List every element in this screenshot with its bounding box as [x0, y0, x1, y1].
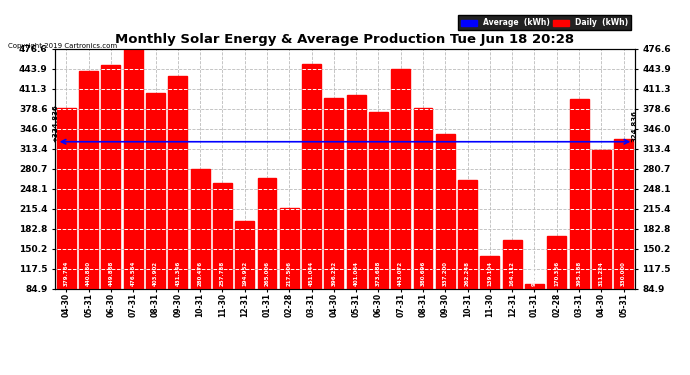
Text: 280.476: 280.476 — [197, 261, 203, 286]
Text: 431.346: 431.346 — [175, 260, 180, 286]
Text: 403.902: 403.902 — [153, 261, 158, 286]
Bar — [124, 49, 143, 289]
Text: 92.564: 92.564 — [532, 264, 537, 286]
Bar — [614, 139, 633, 289]
Text: +324.836: +324.836 — [52, 104, 59, 142]
Bar — [503, 240, 522, 289]
Bar — [436, 134, 455, 289]
Bar — [280, 207, 299, 289]
Bar — [547, 236, 566, 289]
Text: 401.064: 401.064 — [354, 261, 359, 286]
Bar — [592, 150, 611, 289]
Text: 337.200: 337.200 — [443, 261, 448, 286]
Text: 164.112: 164.112 — [510, 261, 515, 286]
Text: 443.072: 443.072 — [398, 261, 403, 286]
Text: 311.224: 311.224 — [599, 261, 604, 286]
Text: 440.850: 440.850 — [86, 261, 91, 286]
Bar — [213, 183, 232, 289]
Text: 257.738: 257.738 — [220, 260, 225, 286]
Text: 379.764: 379.764 — [64, 260, 69, 286]
Bar — [346, 95, 366, 289]
Bar — [168, 76, 187, 289]
Bar — [458, 180, 477, 289]
Title: Monthly Solar Energy & Average Production Tue Jun 18 20:28: Monthly Solar Energy & Average Productio… — [115, 33, 575, 46]
Bar — [190, 169, 210, 289]
Bar — [235, 221, 254, 289]
Text: 449.868: 449.868 — [108, 260, 113, 286]
Text: 265.006: 265.006 — [264, 261, 270, 286]
Bar — [525, 284, 544, 289]
Text: 395.168: 395.168 — [577, 260, 582, 286]
Bar — [570, 99, 589, 289]
Text: 476.554: 476.554 — [130, 260, 136, 286]
Bar — [369, 112, 388, 289]
Text: 170.356: 170.356 — [554, 261, 560, 286]
Text: 451.044: 451.044 — [309, 261, 314, 286]
Bar — [79, 70, 98, 289]
Bar — [391, 69, 410, 289]
Bar — [101, 65, 121, 289]
Text: 217.506: 217.506 — [287, 261, 292, 286]
Text: 330.000: 330.000 — [621, 261, 626, 286]
Legend: Average  (kWh), Daily  (kWh): Average (kWh), Daily (kWh) — [458, 15, 631, 30]
Text: 380.696: 380.696 — [420, 260, 426, 286]
Bar — [324, 98, 344, 289]
Bar — [413, 108, 433, 289]
Bar — [57, 108, 76, 289]
Text: 139.104: 139.104 — [487, 261, 493, 286]
Text: 262.248: 262.248 — [465, 261, 470, 286]
Bar — [146, 93, 165, 289]
Bar — [257, 178, 277, 289]
Text: Copyright 2019 Cartronics.com: Copyright 2019 Cartronics.com — [8, 43, 117, 49]
Text: 396.232: 396.232 — [331, 261, 336, 286]
Bar — [480, 255, 500, 289]
Bar — [302, 64, 321, 289]
Text: 194.952: 194.952 — [242, 261, 247, 286]
Text: 324.836: 324.836 — [631, 110, 638, 142]
Text: 373.688: 373.688 — [376, 260, 381, 286]
